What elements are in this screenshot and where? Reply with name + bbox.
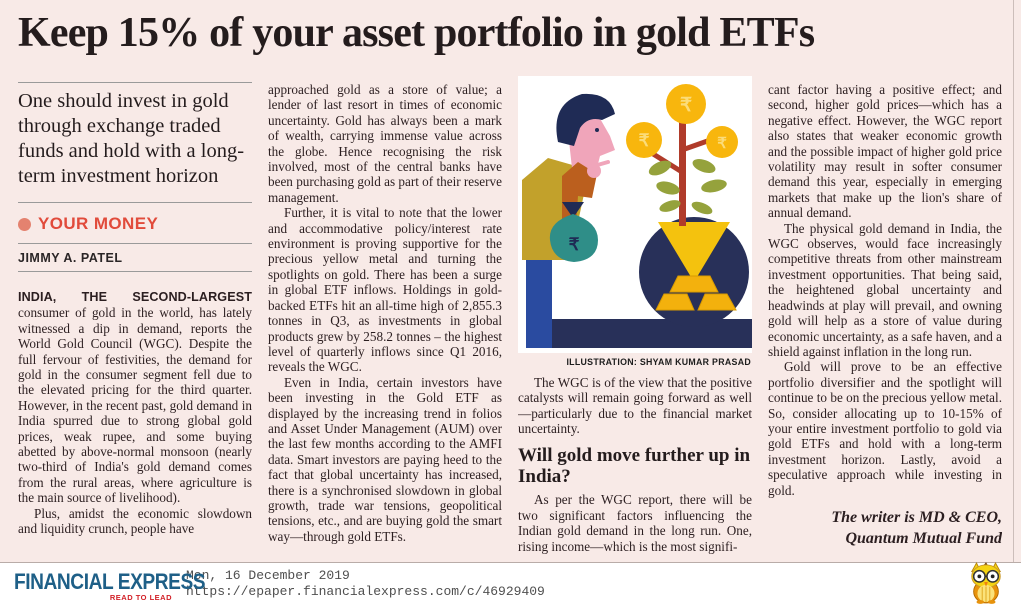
article-body: One should invest in gold through exchan… <box>18 72 1002 562</box>
writer-credit: The writer is MD & CEO, Quantum Mutual F… <box>768 508 1002 550</box>
byline: JIMMY A. PATEL <box>18 244 252 272</box>
footer: FINANCIAL EXPRESS READ TO LEAD Mon, 16 D… <box>0 562 1021 605</box>
paragraph: cant factor having a positive effect; an… <box>768 82 1002 221</box>
gold-plant-illustration: ₹ ₹ ₹ <box>518 76 752 353</box>
footer-date: Mon, 16 December 2019 <box>186 568 350 583</box>
leaves <box>648 159 727 215</box>
tree-trunk <box>679 86 686 226</box>
writer-credit-line1: The writer is MD & CEO, <box>831 508 1002 526</box>
lead-in-text: INDIA, THE SECOND-LARGEST <box>18 290 252 304</box>
paragraph: Plus, amidst the economic slowdown and l… <box>18 505 252 537</box>
column-4: cant factor having a positive effect; an… <box>768 72 1002 562</box>
standfirst-text: One should invest in gold through exchan… <box>18 90 245 187</box>
paragraph: Further, it is vital to note that the lo… <box>268 205 502 375</box>
paragraph: Gold will prove to be an effective portf… <box>768 359 1002 498</box>
paragraph: The WGC is of the view that the positive… <box>518 375 752 437</box>
article-headline: Keep 15% of your asset portfolio in gold… <box>18 10 815 56</box>
floor-bar <box>540 319 752 348</box>
thinking-man: ₹ <box>522 93 615 348</box>
paragraph: INDIA, THE SECOND-LARGEST consumer of go… <box>18 289 252 506</box>
paragraph: approached gold as a store of value; a l… <box>268 82 502 205</box>
illustration-caption: ILLUSTRATION: SHYAM KUMAR PRASAD <box>566 357 751 367</box>
rupee-coin-symbol: ₹ <box>639 131 650 150</box>
logo-tagline: READ TO LEAD <box>109 593 172 602</box>
rupee-coin-symbol: ₹ <box>717 135 727 152</box>
owl-mascot-icon <box>970 562 1002 604</box>
paragraph: Even in India, certain investors have be… <box>268 374 502 544</box>
section-row: YOUR MONEY <box>18 203 252 244</box>
paragraph: The physical gold demand in India, the W… <box>768 220 1002 359</box>
footer-meta: Mon, 16 December 2019 https://epaper.fin… <box>186 563 545 600</box>
section-label: YOUR MONEY <box>38 214 159 233</box>
rupee-coins: ₹ ₹ ₹ <box>626 84 738 158</box>
column-2: approached gold as a store of value; a l… <box>268 72 502 562</box>
column-3: ₹ ₹ ₹ <box>518 72 752 562</box>
standfirst-box: One should invest in gold through exchan… <box>18 82 252 203</box>
rupee-coin-symbol: ₹ <box>680 95 692 116</box>
bullet-dot-icon <box>18 217 31 231</box>
subhead: Will gold move further up in India? <box>518 444 751 488</box>
paragraph: As per the WGC report, there will be two… <box>518 492 752 554</box>
footer-url[interactable]: https://epaper.financialexpress.com/c/46… <box>186 584 545 599</box>
gold-bars <box>655 275 737 311</box>
writer-credit-line2: Quantum Mutual Fund <box>845 529 1002 547</box>
page-edge-divider <box>1013 0 1014 562</box>
rupee-bag-symbol: ₹ <box>569 235 580 254</box>
column-1: One should invest in gold through exchan… <box>18 72 252 562</box>
financial-express-logo: FINANCIAL EXPRESS READ TO LEAD <box>0 563 206 602</box>
logo-text: FINANCIAL EXPRESS <box>14 569 206 594</box>
light-cone <box>658 222 730 282</box>
paragraph-text: consumer of gold in the world, has latel… <box>18 305 252 506</box>
